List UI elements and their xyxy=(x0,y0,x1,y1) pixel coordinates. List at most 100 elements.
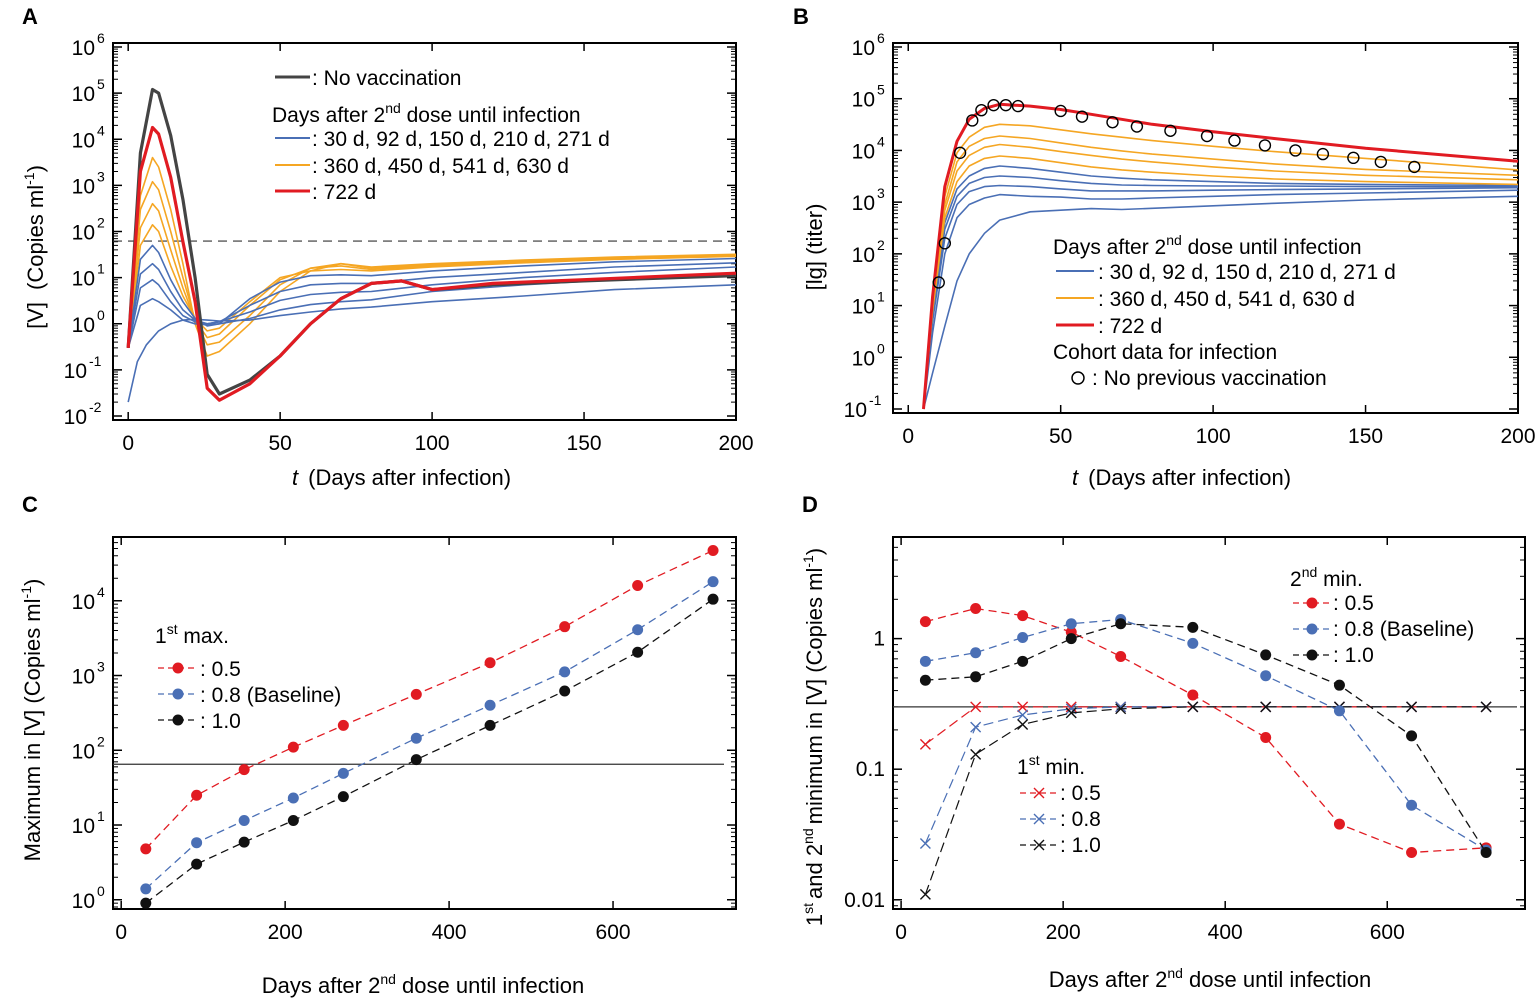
legend-d2-heading-sup: nd xyxy=(1302,564,1318,580)
data-point-cross xyxy=(919,888,931,900)
data-point-cross xyxy=(1480,701,1492,713)
y-tick-label: 10 xyxy=(72,129,95,152)
y-tick-label: 10 xyxy=(72,815,95,838)
x-tick-label: 0 xyxy=(895,921,907,944)
data-point xyxy=(140,883,152,895)
panel-a-label: A xyxy=(22,4,38,29)
panel-c-xlabel-sup: nd xyxy=(380,971,396,987)
y-tick-exponent: 3 xyxy=(97,659,105,675)
series-line-722-d xyxy=(922,102,1519,410)
y-tick-exponent: 2 xyxy=(97,215,105,231)
y-tick-label: 10 xyxy=(72,37,95,60)
legend-swatch-dot xyxy=(1306,649,1318,661)
series-line-30-d xyxy=(922,195,1519,410)
data-point xyxy=(140,897,152,909)
data-point xyxy=(559,621,571,633)
legend-heading-main: Days after 2 xyxy=(272,104,385,127)
data-point xyxy=(559,666,571,678)
y-tick-label: 10 xyxy=(72,740,95,763)
y-tick-exponent: 6 xyxy=(97,30,105,46)
legend-label: : 0.5 xyxy=(1333,592,1374,615)
data-point-cross xyxy=(919,738,931,750)
data-point xyxy=(238,764,250,776)
legend-c-heading: 1st max. xyxy=(155,621,229,648)
series-line xyxy=(145,581,714,890)
x-tick-label: 100 xyxy=(415,432,450,455)
x-tick-label: 50 xyxy=(1049,425,1072,448)
series-line-630-d xyxy=(922,123,1519,410)
data-point xyxy=(484,699,496,711)
panel-a-ylabel: [V] (Copies ml-1) xyxy=(21,165,48,329)
legend-c-heading-rest: max. xyxy=(178,625,229,648)
legend-swatch-cross xyxy=(1033,787,1045,799)
series-2nd-line xyxy=(925,618,1487,851)
panel-d-xlabel-rest: dose until infection xyxy=(1183,967,1371,992)
x-tick-label: 200 xyxy=(268,921,303,944)
legend-b-cohort-heading: Cohort data for infection xyxy=(1053,341,1277,364)
legend-label: : 1.0 xyxy=(1333,644,1374,667)
panel-b-ylabel: [lg] (titer) xyxy=(802,204,827,291)
y-tick-exponent: 4 xyxy=(877,133,885,149)
data-point-cross xyxy=(1065,707,1077,719)
legend-label: : 1.0 xyxy=(200,710,241,733)
series-1st-line xyxy=(925,706,1487,745)
cohort-point xyxy=(975,103,988,117)
data-point xyxy=(970,647,982,659)
series-line-30-d xyxy=(127,284,737,403)
data-point xyxy=(410,688,422,700)
data-point xyxy=(484,657,496,669)
data-point-cross xyxy=(1406,701,1418,713)
y-tick-label: 10 xyxy=(72,314,95,337)
series-2nd-line xyxy=(925,623,1487,853)
panel-c-frame xyxy=(112,536,737,910)
data-point xyxy=(1065,633,1077,645)
legend-d2-heading-rest: min. xyxy=(1317,568,1363,591)
data-point xyxy=(1406,799,1418,811)
series-line xyxy=(145,598,714,904)
y-tick-label: 10 xyxy=(852,347,875,370)
legend-c-heading-sup: st xyxy=(167,621,178,637)
y-tick-exponent: 6 xyxy=(877,30,885,46)
y-tick-exponent: 0 xyxy=(97,307,105,323)
y-tick-label: 10 xyxy=(72,83,95,106)
legend-d2-items: : 0.5: 0.8 (Baseline): 1.0 xyxy=(1293,592,1474,667)
legend-d2-heading: 2nd min. xyxy=(1290,564,1363,591)
y-tick-exponent: -1 xyxy=(89,353,102,369)
data-point-cross xyxy=(919,837,931,849)
panel-d-ylabel-a: 1 xyxy=(802,914,827,926)
y-tick-label: 10 xyxy=(72,666,95,689)
legend-swatch-dot xyxy=(172,662,184,674)
x-tick-label: 400 xyxy=(432,921,467,944)
series-line-450-d xyxy=(922,143,1519,410)
cohort-point xyxy=(1054,104,1067,118)
panel-d-ylabel: 1st and 2nd minimum in [V] (Copies ml-1) xyxy=(800,548,827,926)
x-tick-label: 600 xyxy=(596,921,631,944)
data-point xyxy=(287,814,299,826)
y-tick-label: 10 xyxy=(852,89,875,112)
series-line-210-d xyxy=(127,262,737,349)
x-tick-label: 100 xyxy=(1196,425,1231,448)
legend-label: : 0.5 xyxy=(200,658,241,681)
y-tick-exponent: -1 xyxy=(869,392,882,408)
y-tick-label: 10 xyxy=(72,268,95,291)
series-2nd-line xyxy=(925,607,1487,854)
y-tick-label: 10 xyxy=(852,244,875,267)
data-point xyxy=(1333,705,1345,717)
legend-label: : 0.8 (Baseline) xyxy=(200,684,341,707)
series-line-92-d xyxy=(922,189,1519,410)
cohort-point xyxy=(1408,160,1421,174)
panel-a-ylabel-var: [V] xyxy=(23,302,48,329)
series-1st-line xyxy=(924,706,1487,895)
y-tick-exponent: 2 xyxy=(97,733,105,749)
y-tick-label: 10 xyxy=(72,222,95,245)
legend-c-items: : 0.5 : 0.8 (Baseline) : 1.0 xyxy=(158,658,341,733)
data-point xyxy=(1480,847,1492,859)
panel-d-ylabel-b: and 2 xyxy=(802,844,827,899)
legend-d1-heading-rest: min. xyxy=(1040,756,1086,779)
panel-d-series xyxy=(919,603,1492,900)
panel-a-ylabel-close: ) xyxy=(23,165,48,172)
data-point-cross xyxy=(1115,701,1127,713)
